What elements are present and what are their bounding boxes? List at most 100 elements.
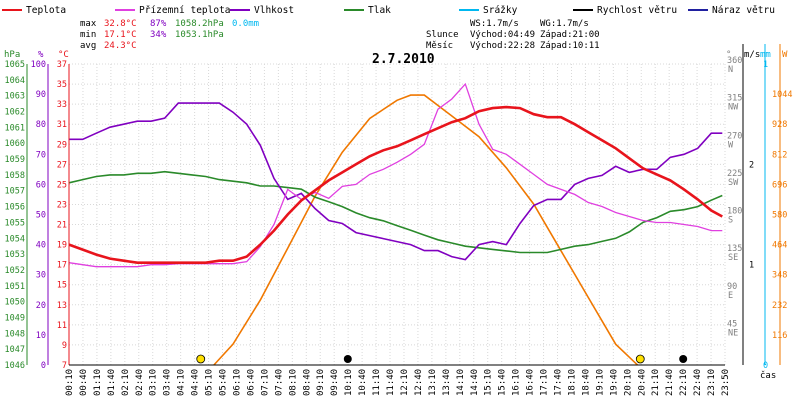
x-tick-label: 23:10 bbox=[707, 369, 717, 396]
x-tick-label: 08:40 bbox=[302, 369, 312, 396]
x-tick-label: 11:10 bbox=[372, 369, 382, 396]
pressure-tick-label: 1050 bbox=[5, 298, 25, 308]
pressure-tick-label: 1054 bbox=[5, 234, 25, 244]
direction-tick-dir: NE bbox=[728, 328, 738, 338]
x-tick-label: 18:10 bbox=[567, 369, 577, 396]
x-tick-label: 05:10 bbox=[205, 369, 215, 396]
x-tick-label: 13:40 bbox=[442, 369, 452, 396]
sun-rise: Východ:04:49 bbox=[470, 30, 535, 40]
temperature-tick-label: 11 bbox=[57, 321, 67, 331]
unit-humidity: % bbox=[38, 50, 44, 60]
rain-tick-label: 0 bbox=[763, 361, 768, 371]
x-tick-label: 12:40 bbox=[414, 369, 424, 396]
x-tick-label: 23:50 bbox=[721, 369, 731, 396]
pressure-tick-label: 1064 bbox=[5, 76, 25, 86]
pressure-tick-label: 1046 bbox=[5, 361, 25, 371]
x-tick-label: 08:10 bbox=[288, 369, 298, 396]
direction-tick-dir: N bbox=[728, 65, 733, 75]
unit-temperature: °C bbox=[58, 50, 69, 60]
pressure-tick-label: 1047 bbox=[5, 345, 25, 355]
stat-avg-temp: 24.3°C bbox=[104, 41, 137, 51]
legend-label: Srážky bbox=[483, 5, 518, 16]
wg-value: WG:1.7m/s bbox=[540, 19, 589, 29]
series-solar-radiation bbox=[213, 94, 639, 366]
direction-tick-label: 225 bbox=[727, 169, 742, 179]
legend-label: Vlhkost bbox=[254, 5, 294, 16]
x-tick-label: 02:40 bbox=[135, 369, 145, 396]
x-tick-label: 07:10 bbox=[260, 369, 270, 396]
temperature-tick-label: 25 bbox=[57, 180, 67, 190]
x-axis-ticks: 00:10 00:40 01:10 01:40 02:10 02:40 03:10 03:40… bbox=[65, 369, 731, 396]
humidity-tick-label: 10 bbox=[36, 331, 46, 341]
x-tick-label: 01:10 bbox=[93, 369, 103, 396]
sun-set: Západ:21:00 bbox=[540, 30, 600, 40]
pressure-tick-label: 1060 bbox=[5, 139, 25, 149]
x-tick-label: 10:10 bbox=[344, 369, 354, 396]
legend-label: Přízemní teplota bbox=[139, 5, 231, 16]
sun-tick-label: 232 bbox=[772, 301, 787, 311]
temperature-tick-label: 37 bbox=[57, 60, 67, 70]
x-tick-label: 01:40 bbox=[107, 369, 117, 396]
temperature-tick-label: 29 bbox=[57, 140, 67, 150]
x-tick-label: 17:10 bbox=[540, 369, 550, 396]
humidity-tick-label: 70 bbox=[36, 150, 46, 160]
direction-tick-label: 270 bbox=[727, 131, 742, 141]
direction-tick-label: 135 bbox=[727, 244, 742, 254]
wind-tick-label: 2 bbox=[749, 160, 754, 170]
x-tick-label: 21:40 bbox=[665, 369, 675, 396]
direction-tick-label: 360 bbox=[727, 56, 742, 66]
x-tick-label: 22:10 bbox=[679, 369, 689, 396]
stat-min-temp: 17.1°C bbox=[104, 30, 137, 40]
legend: Teplota Přízemní teplota Vlhkost Tlak Sr… bbox=[2, 5, 775, 16]
wind-tick-label: 1 bbox=[749, 261, 754, 271]
direction-tick-label: 90 bbox=[727, 282, 737, 292]
series-tlak bbox=[68, 170, 723, 254]
legend-label: Rychlost větru bbox=[597, 5, 677, 16]
moon-label: Měsíc bbox=[426, 41, 453, 51]
legend-label: Teplota bbox=[26, 5, 66, 16]
sun-tick-label: 812 bbox=[772, 150, 787, 160]
x-tick-label: 11:40 bbox=[386, 369, 396, 396]
sun-tick-label: 464 bbox=[772, 241, 787, 251]
x-tick-label: 16:10 bbox=[512, 369, 522, 396]
pressure-tick-label: 1048 bbox=[5, 329, 25, 339]
direction-tick-dir: NW bbox=[728, 103, 739, 113]
direction-tick-dir: E bbox=[728, 291, 733, 301]
stat-min-hum: 34% bbox=[150, 30, 167, 40]
temperature-tick-label: 27 bbox=[57, 160, 67, 170]
x-tick-label: 22:40 bbox=[693, 369, 703, 396]
stat-min-label: min bbox=[80, 30, 96, 40]
unit-wind: m/s bbox=[744, 50, 760, 60]
x-tick-label: 09:40 bbox=[330, 369, 340, 396]
temperature-tick-label: 7 bbox=[62, 361, 67, 371]
unit-direction: ° bbox=[726, 50, 731, 60]
pressure-tick-label: 1056 bbox=[5, 203, 25, 213]
humidity-tick-label: 0 bbox=[41, 361, 46, 371]
x-tick-label: 04:10 bbox=[177, 369, 187, 396]
x-tick-label: 12:10 bbox=[400, 369, 410, 396]
humidity-tick-label: 50 bbox=[36, 211, 46, 221]
x-tick-label: 20:40 bbox=[637, 369, 647, 396]
humidity-tick-label: 30 bbox=[36, 271, 46, 281]
direction-tick-label: 180 bbox=[727, 207, 742, 217]
axes: 1046104710481049105010511052105310541055… bbox=[5, 44, 792, 371]
pressure-tick-label: 1065 bbox=[5, 60, 25, 70]
stat-max-hum: 87% bbox=[150, 19, 167, 29]
moon-set: Západ:10:11 bbox=[540, 41, 600, 51]
humidity-tick-label: 100 bbox=[31, 60, 46, 70]
moon-marker bbox=[679, 355, 688, 363]
sun-marker bbox=[196, 354, 206, 364]
pressure-tick-label: 1057 bbox=[5, 187, 25, 197]
sun-tick-label: 116 bbox=[772, 331, 787, 341]
temperature-tick-label: 33 bbox=[57, 100, 67, 110]
x-tick-label: 21:10 bbox=[651, 369, 661, 396]
x-tick-label: 10:40 bbox=[358, 369, 368, 396]
x-tick-label: 18:40 bbox=[581, 369, 591, 396]
x-tick-label: 20:10 bbox=[623, 369, 633, 396]
pressure-tick-label: 1051 bbox=[5, 282, 25, 292]
x-tick-label: 00:40 bbox=[79, 369, 89, 396]
stat-min-pres: 1053.1hPa bbox=[175, 30, 224, 40]
x-tick-label: 03:10 bbox=[149, 369, 159, 396]
x-tick-label: 03:40 bbox=[163, 369, 173, 396]
